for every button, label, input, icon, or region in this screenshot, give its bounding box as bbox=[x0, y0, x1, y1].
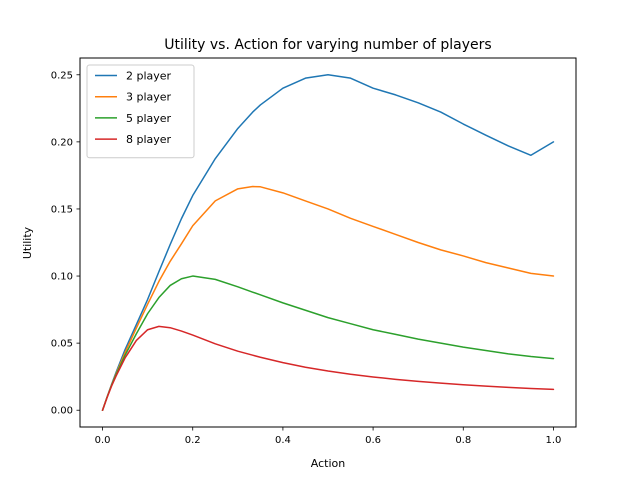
legend-label-1: 2 player bbox=[126, 70, 172, 83]
y-axis-ticks: 0.00 0.05 0.10 0.15 0.20 0.25 bbox=[51, 70, 80, 417]
y-axis-label: Utility bbox=[21, 226, 34, 259]
x-tick-label: 0.4 bbox=[275, 435, 291, 446]
series-line-1 bbox=[101, 74, 555, 411]
x-axis-ticks: 0.0 0.2 0.4 0.6 0.8 1.0 bbox=[95, 427, 562, 446]
series-line-2 bbox=[101, 185, 555, 411]
legend-label-3: 5 player bbox=[126, 112, 172, 125]
legend-label-2: 3 player bbox=[126, 91, 172, 104]
series-layer bbox=[101, 74, 555, 411]
legend-label-4: 8 player bbox=[126, 133, 172, 146]
series-line-3 bbox=[101, 275, 555, 411]
plot-frame bbox=[79, 57, 577, 428]
x-tick-label: 0.8 bbox=[455, 435, 471, 446]
x-tick-label: 1.0 bbox=[546, 435, 562, 446]
x-tick-label: 0.6 bbox=[365, 435, 381, 446]
y-tick-label: 0.20 bbox=[51, 137, 73, 148]
x-tick-label: 0.2 bbox=[185, 435, 201, 446]
x-tick-label: 0.0 bbox=[95, 435, 111, 446]
y-tick-label: 0.25 bbox=[51, 70, 73, 81]
series-line-4 bbox=[101, 325, 555, 411]
y-tick-label: 0.15 bbox=[51, 204, 73, 215]
x-axis-label: Action bbox=[311, 457, 345, 470]
legend: 2 player 3 player 5 player 8 player bbox=[86, 64, 195, 159]
y-tick-label: 0.00 bbox=[51, 406, 73, 417]
legend-box bbox=[86, 64, 195, 159]
y-tick-label: 0.05 bbox=[51, 339, 73, 350]
chart-title: Utility vs. Action for varying number of… bbox=[164, 37, 491, 53]
y-tick-label: 0.10 bbox=[51, 272, 73, 283]
